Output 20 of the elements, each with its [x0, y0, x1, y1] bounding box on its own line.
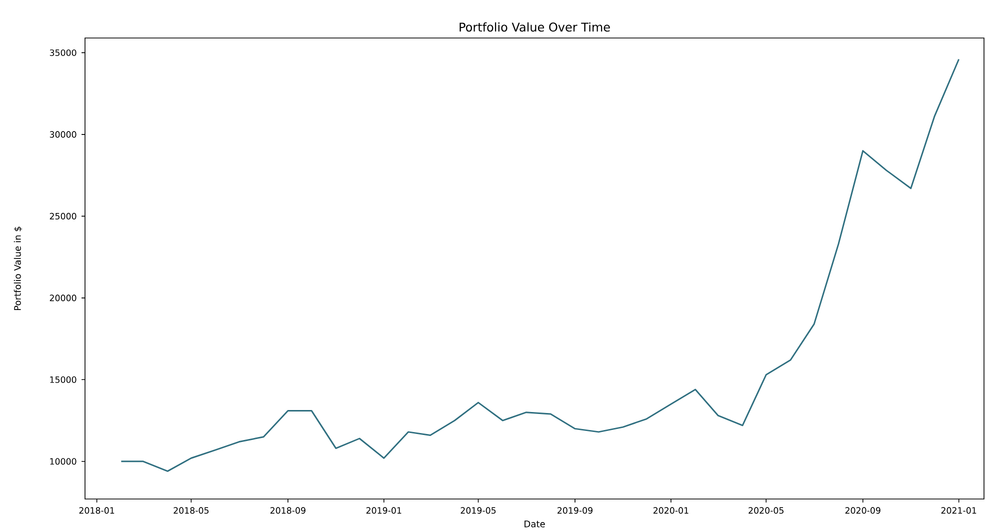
x-tick-label: 2018-05	[174, 507, 209, 514]
y-tick-label: 10000	[50, 458, 76, 465]
x-tick-label: 2019-01	[366, 507, 402, 514]
line-series	[120, 58, 960, 472]
x-tick-label: 2019-05	[460, 507, 496, 514]
y-tick-label: 35000	[50, 49, 76, 56]
x-tick-label: 2018-01	[79, 507, 114, 514]
x-tick-label: 2020-09	[845, 507, 880, 514]
x-tick-label: 2018-09	[270, 507, 306, 514]
x-tick-label: 2019-09	[558, 507, 592, 514]
y-tick-label: 20000	[50, 294, 76, 302]
x-axis-title: Date	[524, 520, 545, 528]
x-tick-label: 2020-01	[653, 507, 688, 514]
chart-title: Portfolio Value Over Time	[460, 22, 610, 32]
y-tick-label: 15000	[50, 376, 76, 383]
y-tick-label: 30000	[50, 131, 76, 138]
x-tick-label: 2021-01	[941, 507, 976, 514]
x-tick-label: 2020-05	[748, 507, 784, 514]
y-tick-label: 25000	[50, 212, 76, 220]
y-axis-title: Portfolio Value in $	[14, 226, 22, 310]
